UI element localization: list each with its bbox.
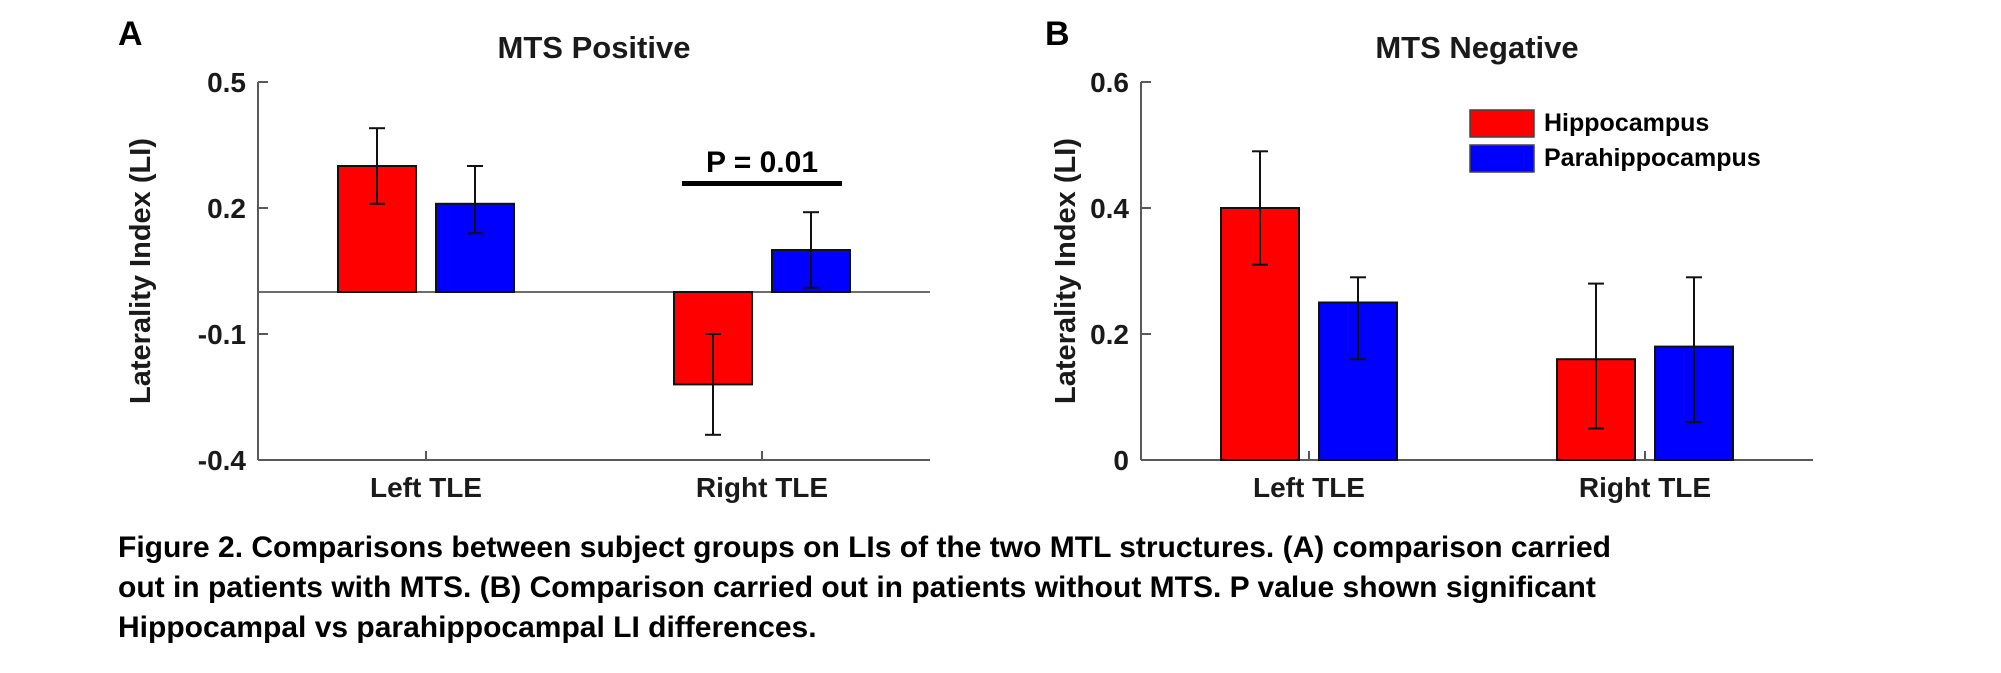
panel-a-plot-area: 0.5 0.2 -0.1 -0.4 Left TLE Right TLE P = 0.01 [198,67,930,503]
figure-caption: Figure 2. Comparisons between subject gr… [118,528,1866,648]
panel-a-letter: A [118,15,143,53]
legend-label-hippocampus: Hippocampus [1544,109,1709,137]
panel-b-plot-area: 0.6 0.4 0.2 0 Left TLE Right TLE Hippocampus Pa… [1090,67,1813,503]
p-value-underline [682,181,842,186]
x-category-label-right-tle: Right TLE [696,472,828,503]
caption-line-2: out in patients with MTS. (B) Comparison… [118,571,1596,604]
panel-a-chart: A MTS Positive Laterality Index (LI) 0.5… [118,15,930,503]
y-tick-label: 0 [1113,445,1129,476]
legend-swatch-parahippocampus [1469,144,1535,173]
p-value-annotation: P = 0.01 [706,146,818,179]
caption-line-1: Figure 2. Comparisons between subject gr… [118,531,1611,564]
y-tick-label: -0.4 [198,445,247,476]
x-category-label-left-tle: Left TLE [1253,472,1365,503]
caption-line-3: Hippocampal vs parahippocampal LI differ… [118,611,817,644]
legend-swatch-hippocampus [1469,109,1535,138]
y-tick-label: -0.1 [198,319,246,350]
y-tick-label: 0.6 [1090,67,1129,98]
panel-b-ylabel: Laterality Index (LI) [1050,138,1082,404]
x-category-label-left-tle: Left TLE [370,472,482,503]
y-tick-label: 0.4 [1090,193,1129,224]
panel-b-letter: B [1045,15,1070,53]
panel-b-chart: B MTS Negative Laterality Index (LI) 0.6… [1045,15,1813,503]
x-category-label-right-tle: Right TLE [1579,472,1711,503]
legend-label-parahippocampus: Parahippocampus [1544,144,1761,172]
y-tick-label: 0.2 [1090,319,1129,350]
y-tick-label: 0.5 [207,67,246,98]
panel-a-ylabel: Laterality Index (LI) [125,138,157,404]
panel-a-title: MTS Positive [498,30,691,65]
y-tick-label: 0.2 [207,193,246,224]
panel-b-title: MTS Negative [1375,30,1578,65]
